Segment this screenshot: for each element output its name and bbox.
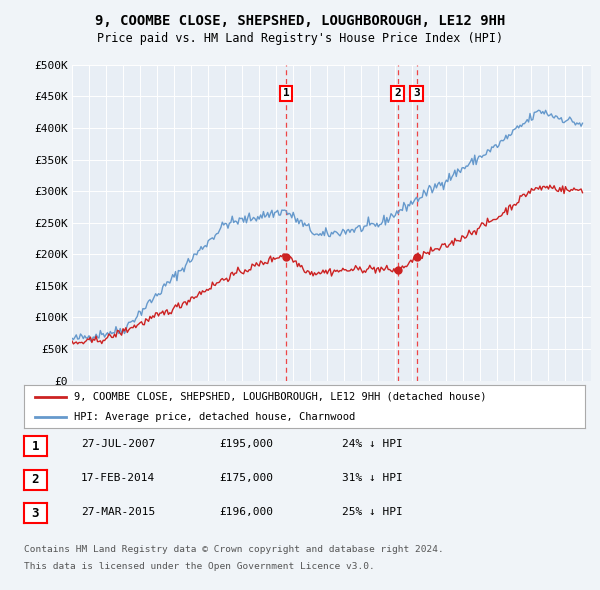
Text: Price paid vs. HM Land Registry's House Price Index (HPI): Price paid vs. HM Land Registry's House … bbox=[97, 32, 503, 45]
Text: 25% ↓ HPI: 25% ↓ HPI bbox=[342, 507, 403, 516]
Text: 3: 3 bbox=[32, 507, 39, 520]
Text: 2: 2 bbox=[394, 88, 401, 99]
Text: 24% ↓ HPI: 24% ↓ HPI bbox=[342, 440, 403, 449]
Text: 31% ↓ HPI: 31% ↓ HPI bbox=[342, 473, 403, 483]
Text: 9, COOMBE CLOSE, SHEPSHED, LOUGHBOROUGH, LE12 9HH: 9, COOMBE CLOSE, SHEPSHED, LOUGHBOROUGH,… bbox=[95, 14, 505, 28]
Text: 27-JUL-2007: 27-JUL-2007 bbox=[81, 440, 155, 449]
Text: 17-FEB-2014: 17-FEB-2014 bbox=[81, 473, 155, 483]
Text: 9, COOMBE CLOSE, SHEPSHED, LOUGHBOROUGH, LE12 9HH (detached house): 9, COOMBE CLOSE, SHEPSHED, LOUGHBOROUGH,… bbox=[74, 392, 487, 402]
Text: 2: 2 bbox=[32, 473, 39, 486]
Text: £175,000: £175,000 bbox=[219, 473, 273, 483]
Text: 27-MAR-2015: 27-MAR-2015 bbox=[81, 507, 155, 516]
Text: £195,000: £195,000 bbox=[219, 440, 273, 449]
Text: This data is licensed under the Open Government Licence v3.0.: This data is licensed under the Open Gov… bbox=[24, 562, 375, 571]
Text: £196,000: £196,000 bbox=[219, 507, 273, 516]
Text: Contains HM Land Registry data © Crown copyright and database right 2024.: Contains HM Land Registry data © Crown c… bbox=[24, 545, 444, 555]
Text: HPI: Average price, detached house, Charnwood: HPI: Average price, detached house, Char… bbox=[74, 412, 356, 422]
Text: 3: 3 bbox=[413, 88, 420, 99]
Text: 1: 1 bbox=[32, 440, 39, 453]
Text: 1: 1 bbox=[283, 88, 289, 99]
